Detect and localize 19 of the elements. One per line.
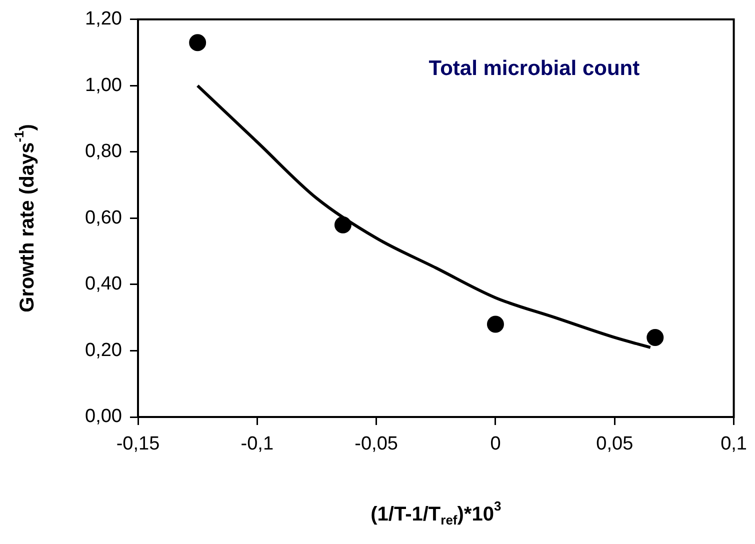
annotation: Total microbial count <box>428 57 640 80</box>
point <box>334 216 352 234</box>
x-tick-label: 0 <box>490 434 501 455</box>
y-tick-label: 0,00 <box>85 406 122 428</box>
y-tick-label: 0,20 <box>85 340 122 361</box>
y-tick-label: 1,00 <box>85 74 122 96</box>
y-tick-label: 1,20 <box>85 8 122 30</box>
x-tick-label: 0,1 <box>720 434 748 455</box>
y-tick-label: 0,40 <box>85 274 122 295</box>
x-tick-label: -0,15 <box>116 434 160 455</box>
y-tick-label: 0,60 <box>85 207 122 228</box>
y-axis-title: Growth rate (days-1) <box>12 124 39 312</box>
point <box>486 316 504 333</box>
x-tick-label: -0,05 <box>354 434 398 455</box>
y-tick-label: 0,80 <box>85 141 122 162</box>
x-tick-label: -0,1 <box>240 434 274 455</box>
x-tick-label: 0,05 <box>596 434 634 455</box>
point <box>189 34 206 52</box>
point <box>646 328 664 346</box>
